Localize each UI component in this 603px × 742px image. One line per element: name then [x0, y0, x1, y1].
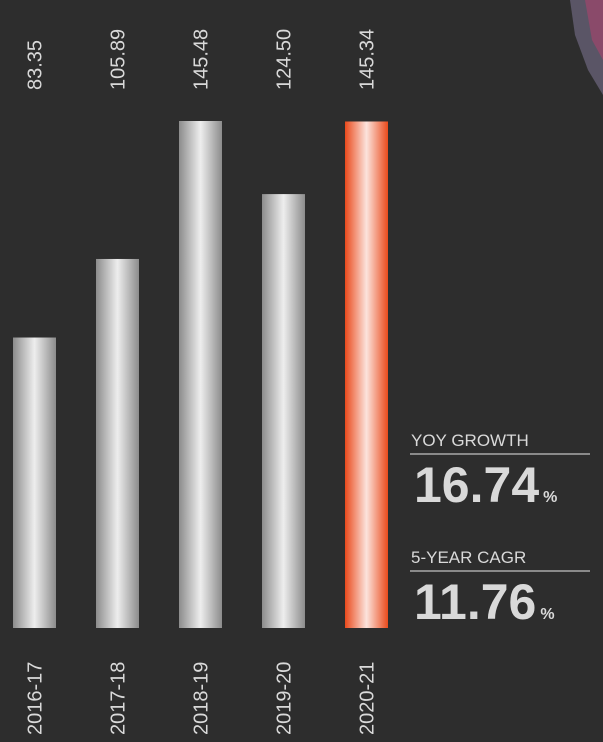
value-label: 124.50	[274, 29, 296, 90]
x-tick-label: 2020-21	[357, 662, 379, 735]
value-label: 83.35	[25, 40, 47, 90]
chart: 83.35 2016-17 105.89 2017-18 145.48 2018-19 12…	[0, 0, 603, 742]
x-tick-label: 2019-20	[274, 662, 296, 735]
value-label: 105.89	[108, 29, 130, 90]
bar-shine	[96, 259, 139, 628]
x-tick-label: 2018-19	[191, 662, 213, 735]
x-tick-label: 2017-18	[108, 662, 130, 735]
bar-shine	[179, 121, 222, 628]
stat-unit: %	[540, 606, 554, 623]
bar-shine	[345, 121, 388, 628]
bar-shine	[13, 338, 56, 628]
stat-label: YOY GROWTH	[411, 431, 529, 450]
x-tick-label: 2016-17	[25, 662, 47, 735]
stat-unit: %	[543, 489, 557, 506]
stat-value: 11.76%	[414, 574, 555, 630]
stat-number: 16.74	[414, 457, 539, 513]
value-label: 145.34	[357, 29, 379, 90]
value-label: 145.48	[191, 29, 213, 90]
stat-value: 16.74%	[414, 457, 557, 513]
stat-number: 11.76	[414, 574, 536, 630]
stat-label: 5-YEAR CAGR	[411, 548, 526, 567]
bar-shine	[262, 194, 305, 628]
